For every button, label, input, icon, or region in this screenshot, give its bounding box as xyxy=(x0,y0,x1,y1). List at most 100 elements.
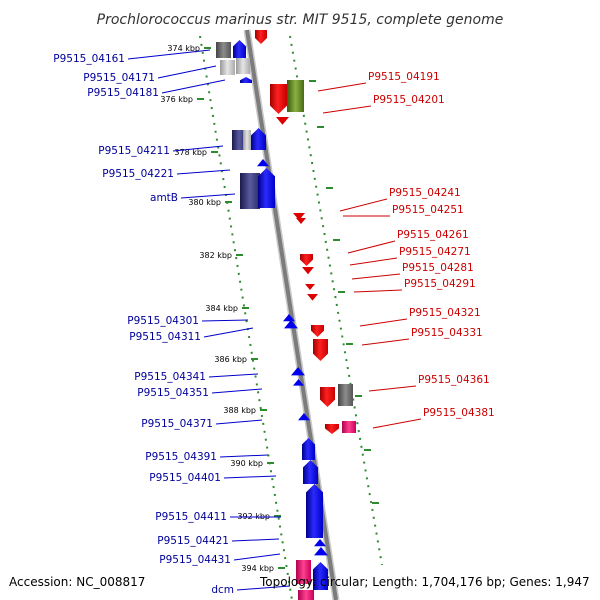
left-gene-label[interactable]: P9515_04351 xyxy=(137,387,209,399)
left-gene-label[interactable]: P9515_04221 xyxy=(102,168,174,180)
left-gene-label[interactable]: P9515_04401 xyxy=(149,472,221,484)
right-leader-line xyxy=(353,289,403,293)
forward-gene-arrow xyxy=(298,413,310,421)
forward-gene-arrow xyxy=(291,367,305,376)
right-leader-line xyxy=(351,273,401,280)
right-gene-label[interactable]: P9515_04191 xyxy=(368,71,440,83)
right-gene-label[interactable]: P9515_04201 xyxy=(373,94,445,106)
forward-gene-arrow xyxy=(306,484,323,538)
right-leader-line xyxy=(317,82,367,92)
right-gene-label[interactable]: P9515_04281 xyxy=(402,262,474,274)
right-gene-labels: P9515_04191 P9515_04201 P9515_04241 P9515_0… xyxy=(368,71,495,419)
right-leader-line xyxy=(347,240,396,254)
reverse-gene-arrow xyxy=(296,218,306,224)
left-gene-label[interactable]: amtB xyxy=(150,192,178,204)
left-gene-label[interactable]: P9515_04391 xyxy=(145,451,217,463)
pseudo-gene-box xyxy=(220,60,235,75)
left-leader-line xyxy=(161,79,226,94)
pink-gene-box xyxy=(342,421,356,433)
left-leader-line xyxy=(176,169,231,175)
right-leader-line xyxy=(372,418,422,429)
right-leader-line xyxy=(322,105,372,114)
right-gene-label[interactable]: P9515_04331 xyxy=(411,327,483,339)
kbp-tick-label: 394 kbp xyxy=(241,564,274,573)
forward-gene-arrow xyxy=(284,320,298,329)
forward-gene-arrow xyxy=(314,547,328,556)
forward-gene-arrow xyxy=(233,40,246,58)
forward-gene-arrow xyxy=(293,379,304,386)
left-gene-label[interactable]: dcm xyxy=(211,584,234,596)
kbp-tick-label: 378 kbp xyxy=(174,148,207,157)
right-gene-label[interactable]: P9515_04251 xyxy=(392,204,464,216)
left-gene-label[interactable]: P9515_04171 xyxy=(83,72,155,84)
kbp-tick-label: 384 kbp xyxy=(205,304,238,313)
left-leader-line xyxy=(231,538,280,542)
left-leader-line xyxy=(236,585,291,591)
left-leader-line xyxy=(219,454,269,458)
pink-gene-box xyxy=(298,590,314,600)
reverse-gene-arrow xyxy=(320,387,335,407)
right-gene-label[interactable]: P9515_04261 xyxy=(397,229,469,241)
kbp-tick-label: 382 kbp xyxy=(199,251,232,260)
forward-gene-arrow xyxy=(258,168,275,208)
left-gene-label[interactable]: P9515_04421 xyxy=(157,535,229,547)
left-gene-label[interactable]: P9515_04161 xyxy=(53,53,125,65)
forward-gene-arrow xyxy=(283,314,295,322)
left-gene-label[interactable]: P9515_04301 xyxy=(127,315,199,327)
reverse-gene-arrow xyxy=(311,325,324,337)
left-gene-label[interactable]: P9515_04181 xyxy=(87,87,159,99)
reverse-gene-arrow xyxy=(325,424,339,434)
forward-gene-arrow xyxy=(240,77,252,83)
right-gene-label[interactable]: P9515_04291 xyxy=(404,278,476,290)
reverse-gene-arrow xyxy=(302,267,314,275)
right-gene-label[interactable]: P9515_04241 xyxy=(389,187,461,199)
kbp-tick-label: 374 kbp xyxy=(167,44,200,53)
forward-gene-arrow xyxy=(302,438,315,460)
right-gene-label[interactable]: P9515_04381 xyxy=(423,407,495,419)
forward-gene-arrow xyxy=(303,460,318,484)
left-leader-line xyxy=(157,65,217,79)
gene-features xyxy=(216,30,356,600)
reverse-gene-arrow xyxy=(307,294,318,301)
left-gene-label[interactable]: P9515_04371 xyxy=(141,418,213,430)
right-leader-line xyxy=(368,385,417,392)
rna-gene-box xyxy=(216,42,231,58)
reverse-gene-arrow xyxy=(293,213,305,221)
right-gene-label[interactable]: P9515_04271 xyxy=(399,246,471,258)
accession-text: Accession: NC_008817 xyxy=(9,575,145,589)
right-leader-line xyxy=(339,198,388,212)
pseudo-gene-box xyxy=(243,130,251,150)
left-leader-line xyxy=(172,145,224,152)
left-gene-label[interactable]: P9515_04341 xyxy=(134,371,206,383)
navy-gene-box xyxy=(240,173,260,209)
left-gene-label[interactable]: P9515_04311 xyxy=(129,331,201,343)
left-gene-label[interactable]: P9515_04211 xyxy=(98,145,170,157)
left-leader-line xyxy=(211,388,263,394)
right-gene-label[interactable]: P9515_04321 xyxy=(409,307,481,319)
reverse-gene-arrow xyxy=(276,117,289,125)
forward-gene-arrow xyxy=(313,562,328,590)
left-leader-line xyxy=(233,553,281,561)
kbp-tick-label: 380 kbp xyxy=(188,198,221,207)
kbp-ticks: 374 kbp 376 kbp 378 kbp 380 kbp 382 kbp 384 k… xyxy=(160,44,379,573)
right-leader-line xyxy=(349,257,398,266)
left-leader-line xyxy=(127,49,211,60)
left-leader-line xyxy=(223,475,277,479)
kbp-tick-label: 390 kbp xyxy=(230,459,263,468)
left-leader-line xyxy=(208,373,259,378)
kbp-tick-label: 376 kbp xyxy=(160,95,193,104)
navy-gene-box xyxy=(232,130,246,150)
right-gene-label[interactable]: P9515_04361 xyxy=(418,374,490,386)
grid-guides xyxy=(199,35,383,600)
map-title: Prochlorococcus marinus str. MIT 9515, c… xyxy=(97,12,504,28)
right-leader-line xyxy=(361,338,410,346)
rna-gene-box xyxy=(338,384,353,406)
left-leader-line xyxy=(201,319,249,322)
left-gene-label[interactable]: P9515_04431 xyxy=(159,554,231,566)
reverse-gene-arrow xyxy=(270,84,287,114)
label-leader-lines xyxy=(127,49,422,591)
left-leader-line xyxy=(203,327,254,338)
right-dotted-guide xyxy=(289,35,383,566)
left-gene-label[interactable]: P9515_04411 xyxy=(155,511,227,523)
